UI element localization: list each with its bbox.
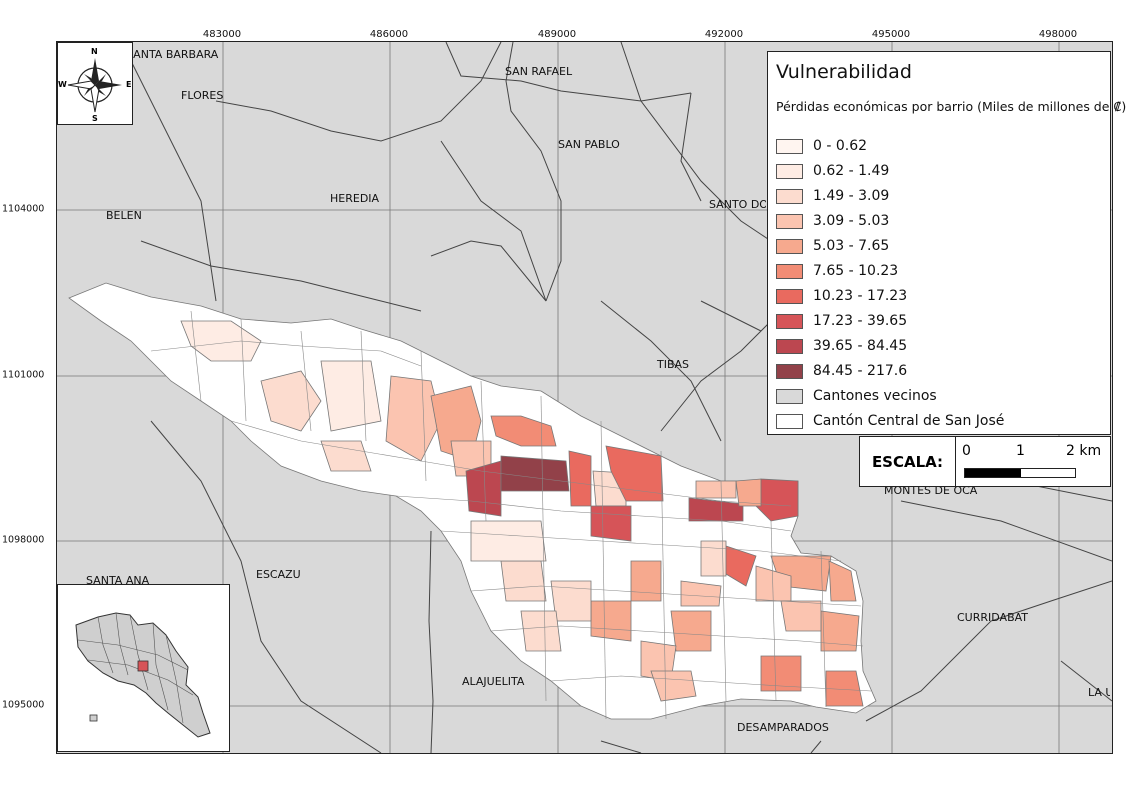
legend-swatch — [776, 263, 803, 279]
canton-borders — [130, 42, 1112, 753]
legend-label: 10.23 - 17.23 — [813, 288, 908, 304]
place-label: CURRIDABAT — [957, 611, 1029, 624]
scale-bar — [964, 468, 1076, 478]
place-label: SAN PABLO — [558, 138, 620, 151]
legend-swatch — [776, 238, 803, 254]
coord-x-label: 498000 — [1038, 29, 1078, 40]
legend-swatch — [776, 213, 803, 229]
legend-item: 0.62 - 1.49 — [776, 161, 889, 181]
legend-label: 5.03 - 7.65 — [813, 238, 890, 254]
coord-y-label: 1101000 — [2, 369, 45, 381]
legend-label: 1.49 - 3.09 — [813, 188, 890, 204]
legend-item: 5.03 - 7.65 — [776, 236, 889, 256]
place-label: FLORES — [181, 89, 224, 102]
legend-label: Cantones vecinos — [813, 388, 937, 404]
place-label: SANTA ANA — [86, 574, 150, 587]
map-legend: Vulnerabilidad Pérdidas económicas por b… — [767, 51, 1126, 435]
south-letter: S — [92, 114, 98, 123]
coord-x-label: 492000 — [704, 29, 744, 40]
legend-swatch — [776, 163, 803, 179]
legend-swatch — [776, 288, 803, 304]
legend-item: 1.49 - 3.09 — [776, 186, 889, 206]
place-label: DESAMPARADOS — [737, 721, 829, 734]
legend-swatch — [776, 188, 803, 204]
legend-title: Vulnerabilidad — [776, 61, 912, 83]
place-label: ALAJUELITA — [462, 675, 525, 688]
legend-swatch — [776, 388, 803, 404]
coord-x-label: 486000 — [369, 29, 409, 40]
place-label: LA UNION — [1088, 686, 1110, 699]
map-canvas[interactable] — [57, 42, 1112, 753]
place-label: MONTES DE OCA — [884, 484, 978, 497]
place-label: BELEN — [106, 209, 142, 222]
legend-item: 84.45 - 217.6 — [776, 361, 907, 381]
legend-item: 39.65 - 84.45 — [776, 336, 907, 356]
legend-item: 10.23 - 17.23 — [776, 286, 907, 306]
coord-x-label: 495000 — [871, 29, 911, 40]
legend-label: 84.45 - 217.6 — [813, 363, 908, 379]
legend-label: 7.65 - 10.23 — [813, 263, 899, 279]
legend-item: 3.09 - 5.03 — [776, 211, 889, 231]
east-letter: E — [126, 80, 132, 89]
legend-swatch — [776, 338, 803, 354]
scale-bar-fill — [965, 469, 1021, 477]
coord-y-label: 1098000 — [2, 534, 45, 546]
inset-locator-map — [57, 584, 230, 752]
place-label: SANTO DOMINGO — [709, 198, 766, 211]
legend-item: 0 - 0.62 — [776, 136, 867, 156]
coord-y-label: 1095000 — [2, 699, 45, 711]
legend-label: 39.65 - 84.45 — [813, 338, 908, 354]
place-label: SAN RAFAEL — [505, 65, 573, 78]
scale-tick: 2 km — [1066, 443, 1102, 459]
scale-label: ESCALA: — [860, 437, 956, 486]
barrio-boundaries — [150, 310, 872, 720]
legend-item: 17.23 - 39.65 — [776, 311, 907, 331]
scale-tick: 1 — [1016, 443, 1025, 459]
compass-rose-icon — [67, 58, 122, 113]
legend-swatch — [776, 313, 803, 329]
legend-item: Cantón Central de San José — [776, 411, 1004, 431]
legend-swatch — [776, 138, 803, 154]
scale-box: ESCALA: 0 1 2 km — [859, 436, 1111, 487]
legend-label: 0.62 - 1.49 — [813, 163, 890, 179]
coord-x-label: 483000 — [202, 29, 242, 40]
legend-label: 17.23 - 39.65 — [813, 313, 908, 329]
legend-swatch — [776, 363, 803, 379]
legend-subtitle: Pérdidas económicas por barrio (Miles de… — [776, 99, 1127, 114]
west-letter: W — [58, 80, 67, 89]
legend-label: Cantón Central de San José — [813, 413, 1005, 429]
north-arrow-box: N S W E — [57, 42, 133, 125]
scale-tick: 0 — [962, 443, 971, 459]
place-label: SANTA BARBARA — [126, 48, 219, 61]
place-label: HEREDIA — [330, 192, 380, 205]
place-label: ESCAZU — [256, 568, 301, 581]
legend-label: 0 - 0.62 — [813, 138, 868, 154]
coord-y-label: 1104000 — [2, 203, 45, 215]
costa-rica-inset — [75, 612, 211, 738]
central-canton — [68, 282, 877, 720]
legend-label: 3.09 - 5.03 — [813, 213, 890, 229]
legend-swatch — [776, 413, 803, 429]
place-label: TIBAS — [657, 358, 690, 371]
coord-x-label: 489000 — [537, 29, 577, 40]
legend-item: Cantones vecinos — [776, 386, 937, 406]
legend-item: 7.65 - 10.23 — [776, 261, 898, 281]
north-letter: N — [91, 47, 98, 56]
